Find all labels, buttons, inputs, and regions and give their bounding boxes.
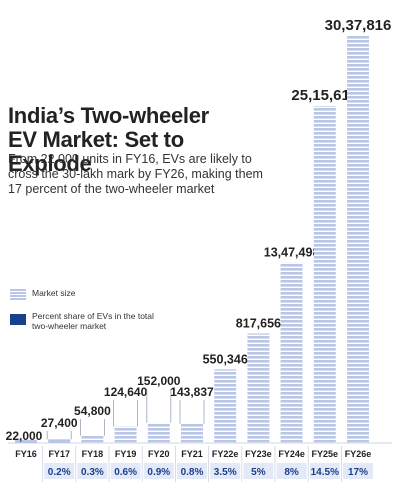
bar-FY18 bbox=[81, 435, 104, 443]
bar-FY25e bbox=[313, 105, 336, 444]
bar-FY24e bbox=[280, 262, 303, 443]
share-label-FY25e: 14.5% bbox=[311, 467, 339, 478]
bar-FY23e bbox=[247, 333, 270, 443]
share-box-FY25e bbox=[309, 463, 340, 479]
share-box-FY23e bbox=[243, 463, 274, 479]
value-label-FY17: 27,400 bbox=[41, 416, 78, 430]
bar-FY22e bbox=[214, 369, 237, 443]
share-box-FY17 bbox=[44, 463, 75, 479]
category-label-FY17: FY17 bbox=[48, 449, 70, 459]
value-label-FY25e: 25,15,610 bbox=[291, 87, 358, 104]
bar-FY16 bbox=[15, 440, 37, 443]
share-box-FY24e bbox=[276, 463, 307, 479]
share-box-FY22e bbox=[210, 463, 241, 479]
bar-FY26e bbox=[347, 36, 369, 443]
share-label-FY24e: 8% bbox=[284, 467, 299, 478]
share-label-FY17: 0.2% bbox=[48, 467, 71, 478]
share-label-FY23e: 5% bbox=[251, 467, 266, 478]
legend-share-swatch bbox=[10, 314, 26, 325]
value-label-FY24e: 13,47,498 bbox=[264, 245, 320, 259]
share-label-FY21: 0.8% bbox=[181, 467, 204, 478]
legend-market-size: Market size bbox=[10, 288, 190, 303]
category-label-FY19: FY19 bbox=[115, 449, 137, 459]
share-label-FY26e: 17% bbox=[348, 467, 368, 478]
value-label-FY19: 124,640 bbox=[104, 385, 148, 399]
share-label-FY18: 0.3% bbox=[81, 467, 104, 478]
legend-market-size-swatch bbox=[10, 289, 26, 300]
share-label-FY19: 0.6% bbox=[114, 467, 137, 478]
bar-FY20 bbox=[147, 422, 170, 443]
legend-share-label: Percent share of EVs in the total two-wh… bbox=[32, 311, 154, 331]
category-label-FY24e: FY24e bbox=[278, 449, 305, 459]
chart-title: India’s Two-wheeler EV Market: Set to Ex… bbox=[8, 103, 209, 176]
value-label-FY21: 143,837 bbox=[170, 385, 214, 399]
legend-share: Percent share of EVs in the total two-wh… bbox=[10, 311, 190, 336]
chart-subtitle: From 22,000 units in FY16, EVs are likel… bbox=[8, 152, 263, 196]
share-box-FY26e bbox=[343, 463, 373, 479]
bar-FY17 bbox=[48, 439, 71, 443]
share-label-FY20: 0.9% bbox=[147, 467, 170, 478]
value-label-FY26e: 30,37,816 bbox=[325, 17, 392, 34]
category-label-FY22e: FY22e bbox=[212, 449, 239, 459]
value-label-FY22e: 550,346 bbox=[203, 352, 248, 366]
bar-FY21 bbox=[181, 423, 203, 443]
share-label-FY22e: 3.5% bbox=[214, 467, 237, 478]
value-label-FY20: 152,000 bbox=[137, 374, 181, 388]
value-label-FY16: 22,000 bbox=[6, 429, 43, 443]
bar-FY19 bbox=[114, 426, 137, 443]
value-label-FY18: 54,800 bbox=[74, 404, 111, 418]
category-label-FY16: FY16 bbox=[15, 449, 37, 459]
category-label-FY21: FY21 bbox=[181, 449, 203, 459]
category-label-FY18: FY18 bbox=[82, 449, 104, 459]
share-box-FY21 bbox=[177, 463, 207, 479]
share-box-FY19 bbox=[110, 463, 141, 479]
legend-market-size-label: Market size bbox=[32, 288, 76, 298]
share-box-FY20 bbox=[143, 463, 174, 479]
category-label-FY25e: FY25e bbox=[312, 449, 339, 459]
category-label-FY26e: FY26e bbox=[345, 449, 372, 459]
category-label-FY23e: FY23e bbox=[245, 449, 272, 459]
category-label-FY20: FY20 bbox=[148, 449, 170, 459]
value-label-FY23e: 817,656 bbox=[236, 316, 281, 330]
share-box-FY18 bbox=[77, 463, 108, 479]
